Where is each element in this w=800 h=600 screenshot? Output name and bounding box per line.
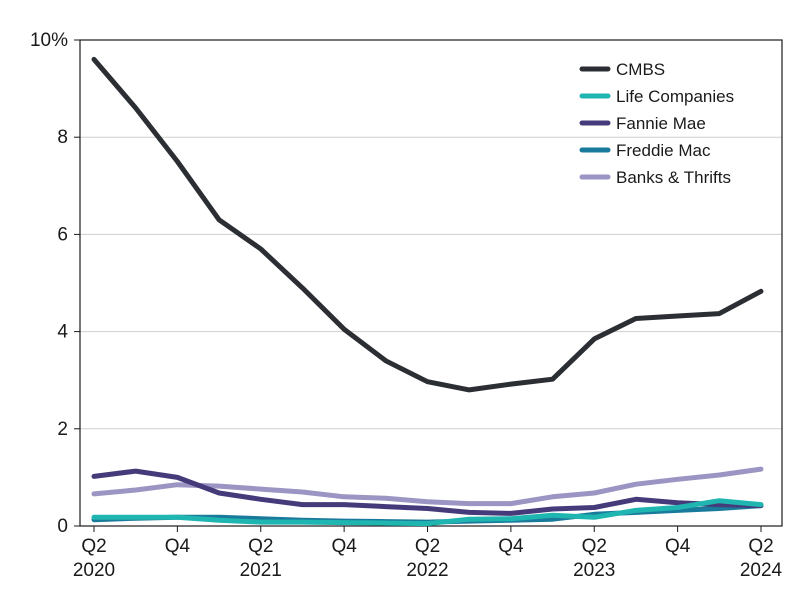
y-tick-label: 6 [57, 224, 68, 245]
x-tick-year-label: 2022 [406, 560, 448, 581]
y-tick-label: 4 [57, 322, 68, 343]
legend-label-life-companies: Life Companies [616, 87, 734, 106]
plot-frame [79, 39, 783, 527]
y-tick-label: 8 [57, 127, 68, 148]
x-tick-label: Q4 [665, 536, 691, 557]
x-tick-year-label: 2024 [740, 560, 783, 581]
x-tick-year-label: 2021 [240, 560, 282, 581]
legend-label-banks-thrifts: Banks & Thrifts [616, 168, 731, 187]
x-tick-label: Q2 [81, 536, 106, 557]
y-axis: 0 2 4 6 8 10% [30, 30, 80, 537]
series-line-life-companies [91, 498, 764, 527]
legend-label-cmbs: CMBS [616, 60, 665, 79]
series-line-fannie-mae [91, 468, 764, 516]
y-tick-label: 0 [57, 516, 68, 537]
x-tick-label: Q4 [498, 536, 524, 557]
series-lines [91, 56, 764, 527]
x-tick-year-label: 2020 [73, 560, 115, 581]
legend: CMBS Life Companies Fannie Mae Freddie Mac B… [579, 60, 734, 187]
legend-label-fannie-mae: Fannie Mae [616, 114, 706, 133]
x-tick-label: Q4 [331, 536, 357, 557]
series-line-cmbs [91, 56, 764, 393]
x-tick-label: Q2 [415, 536, 440, 557]
legend-label-freddie-mac: Freddie Mac [616, 141, 711, 160]
x-tick-label: Q4 [165, 536, 191, 557]
y-tick-label: 10% [30, 30, 68, 51]
gridlines [80, 136, 782, 430]
x-tick-year-label: 2023 [573, 560, 615, 581]
x-axis: Q2 2020 Q4 Q2 2021 Q4 Q2 2022 Q4 Q2 2023 Q4 Q2 2024 [73, 526, 783, 581]
series-line-banks-thrifts [91, 466, 764, 507]
x-tick-label: Q2 [248, 536, 273, 557]
x-tick-label: Q2 [582, 536, 607, 557]
x-tick-label: Q2 [748, 536, 773, 557]
y-tick-label: 2 [57, 419, 68, 440]
